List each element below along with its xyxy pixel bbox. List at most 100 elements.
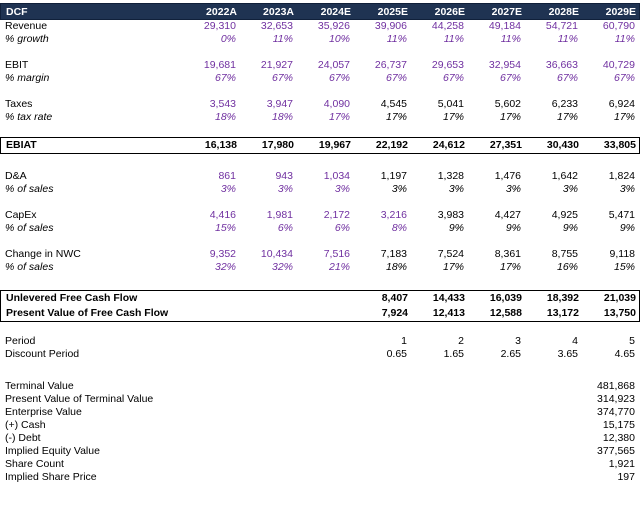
value-cell[interactable]: 44,258 (431, 20, 464, 32)
value-cell[interactable] (241, 471, 298, 484)
value-cell[interactable]: 14,433 (432, 292, 465, 304)
value-cell[interactable]: 16% (556, 261, 578, 273)
value-cell[interactable]: 19,967 (318, 139, 351, 151)
value-cell[interactable]: 22,192 (375, 139, 408, 151)
value-cell[interactable]: 6,233 (551, 98, 578, 110)
column-header-cell[interactable]: 2025E (377, 6, 408, 18)
value-cell[interactable]: 21,927 (260, 59, 293, 71)
value-cell[interactable] (298, 458, 355, 471)
value-cell[interactable]: 18,392 (546, 292, 579, 304)
value-cell[interactable]: 377,565 (597, 445, 635, 457)
row-label-cell[interactable]: Taxes (5, 98, 33, 110)
value-cell[interactable] (412, 406, 469, 419)
value-cell[interactable] (241, 393, 298, 406)
value-cell[interactable] (299, 291, 356, 306)
value-cell[interactable] (298, 406, 355, 419)
value-cell[interactable]: 3% (220, 183, 236, 195)
row-label-cell[interactable]: D&A (5, 170, 27, 182)
value-cell[interactable] (241, 432, 298, 445)
row-label-cell[interactable]: Enterprise Value (5, 406, 82, 418)
row-label-cell[interactable]: % margin (5, 72, 50, 84)
value-cell[interactable]: 481,868 (597, 380, 635, 392)
value-cell[interactable] (298, 335, 355, 348)
row-label-cell[interactable]: Discount Period (5, 348, 80, 360)
value-cell[interactable]: 67% (613, 72, 635, 84)
value-cell[interactable]: 17% (613, 111, 635, 123)
value-cell[interactable]: 67% (556, 72, 578, 84)
value-cell[interactable]: 15% (214, 222, 236, 234)
value-cell[interactable]: 17% (442, 261, 464, 273)
value-cell[interactable]: 13,750 (603, 307, 636, 319)
value-cell[interactable] (412, 419, 469, 432)
value-cell[interactable] (526, 471, 583, 484)
value-cell[interactable]: 11% (500, 33, 521, 45)
value-cell[interactable] (184, 458, 241, 471)
value-cell[interactable]: 24,057 (317, 59, 350, 71)
value-cell[interactable]: 3% (619, 183, 635, 195)
value-cell[interactable] (469, 406, 526, 419)
value-cell[interactable]: 30,430 (546, 139, 579, 151)
value-cell[interactable] (355, 471, 412, 484)
value-cell[interactable] (412, 393, 469, 406)
value-cell[interactable]: 3 (515, 335, 521, 347)
value-cell[interactable]: 17,980 (261, 139, 294, 151)
row-label-cell[interactable]: Implied Share Price (5, 471, 97, 483)
value-cell[interactable] (355, 458, 412, 471)
value-cell[interactable] (241, 445, 298, 458)
value-cell[interactable] (469, 393, 526, 406)
value-cell[interactable] (355, 419, 412, 432)
value-cell[interactable]: 8,407 (381, 292, 408, 304)
value-cell[interactable]: 4,427 (494, 209, 521, 221)
value-cell[interactable]: 12,413 (432, 307, 465, 319)
column-header-cell[interactable]: 2027E (491, 6, 522, 18)
row-label-cell[interactable]: % of sales (5, 261, 54, 273)
value-cell[interactable]: 1 (401, 335, 407, 347)
value-cell[interactable]: 15,175 (602, 419, 635, 431)
value-cell[interactable] (355, 445, 412, 458)
row-label-cell[interactable]: Implied Equity Value (5, 445, 100, 457)
value-cell[interactable]: 3% (448, 183, 464, 195)
value-cell[interactable] (526, 458, 583, 471)
value-cell[interactable]: 17% (499, 261, 521, 273)
value-cell[interactable] (298, 471, 355, 484)
value-cell[interactable] (526, 406, 583, 419)
value-cell[interactable]: 11% (386, 33, 407, 45)
value-cell[interactable]: 11% (272, 33, 293, 45)
value-cell[interactable] (412, 458, 469, 471)
value-cell[interactable]: 6% (334, 222, 350, 234)
value-cell[interactable]: 1,824 (608, 170, 635, 182)
row-label-cell[interactable]: Share Count (5, 458, 64, 470)
row-label-cell[interactable]: CapEx (5, 209, 37, 221)
value-cell[interactable]: 32% (271, 261, 293, 273)
value-cell[interactable]: 8,361 (494, 248, 521, 260)
sheet-title-cell[interactable]: DCF (6, 6, 28, 18)
value-cell[interactable]: 9,118 (609, 248, 636, 260)
row-label-cell[interactable]: Change in NWC (5, 248, 81, 260)
row-label-cell[interactable]: Present Value of Free Cash Flow (6, 307, 169, 319)
column-header-cell[interactable]: 2029E (605, 6, 636, 18)
value-cell[interactable] (184, 393, 241, 406)
value-cell[interactable]: 3,983 (437, 209, 464, 221)
value-cell[interactable]: 7,524 (437, 248, 464, 260)
value-cell[interactable]: 7,516 (323, 248, 350, 260)
value-cell[interactable]: 17% (556, 111, 578, 123)
value-cell[interactable]: 10,434 (260, 248, 293, 260)
row-label-cell[interactable]: (-) Debt (5, 432, 41, 444)
value-cell[interactable] (241, 458, 298, 471)
value-cell[interactable] (241, 380, 298, 393)
value-cell[interactable]: 16,138 (204, 139, 237, 151)
value-cell[interactable]: 21% (328, 261, 350, 273)
value-cell[interactable] (185, 306, 242, 321)
value-cell[interactable]: 16,039 (489, 292, 522, 304)
value-cell[interactable]: 1,476 (494, 170, 521, 182)
value-cell[interactable]: 197 (617, 471, 635, 483)
value-cell[interactable] (469, 419, 526, 432)
value-cell[interactable]: 5 (629, 335, 635, 347)
value-cell[interactable] (526, 380, 583, 393)
value-cell[interactable]: 1,921 (608, 458, 635, 470)
value-cell[interactable]: 3% (334, 183, 350, 195)
value-cell[interactable]: 11% (557, 33, 578, 45)
value-cell[interactable]: 3% (562, 183, 578, 195)
row-label-cell[interactable]: EBIAT (6, 139, 37, 151)
value-cell[interactable]: 54,721 (545, 20, 578, 32)
